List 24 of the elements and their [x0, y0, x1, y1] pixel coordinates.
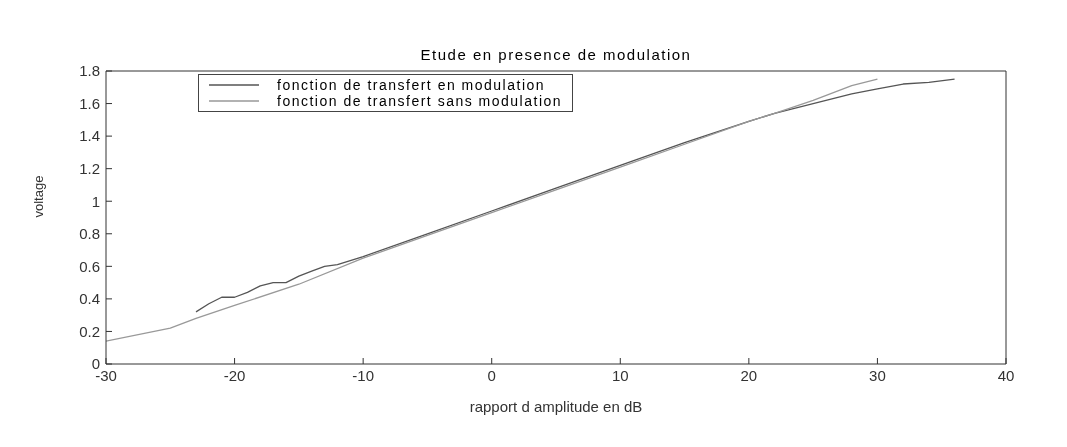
x-tick-label: -20 — [223, 366, 246, 384]
chart-title: Etude en presence de modulation — [419, 46, 693, 63]
x-axis-title: rapport d amplitude en dB — [469, 398, 643, 415]
x-tick-label: 0 — [487, 366, 496, 384]
y-tick-label: 1.8 — [79, 62, 100, 80]
y-tick-label: 0.4 — [79, 290, 100, 308]
line-series — [106, 78, 879, 342]
y-tick-label: 0.2 — [79, 322, 100, 340]
x-tick-label: -10 — [352, 366, 374, 384]
x-tick-label: 10 — [611, 366, 629, 384]
y-tick-label: 1.4 — [79, 127, 100, 145]
x-tick-label: 30 — [869, 366, 886, 384]
legend-label: fonction de transfert sans modulation — [277, 93, 563, 109]
legend-label: fonction de transfert en modulation — [277, 77, 546, 93]
y-tick-label: 0 — [91, 355, 100, 373]
y-tick-label: 1.2 — [79, 159, 100, 177]
x-tick-label: 20 — [740, 366, 758, 384]
x-tick-label: 40 — [997, 366, 1015, 384]
y-axis-title: voltage — [30, 175, 46, 218]
y-tick-label: 1 — [91, 192, 100, 210]
y-tick-label: 0.8 — [79, 225, 100, 243]
y-tick-label: 0.6 — [79, 257, 100, 275]
y-tick-label: 1.6 — [79, 94, 100, 112]
line-series — [195, 78, 956, 313]
